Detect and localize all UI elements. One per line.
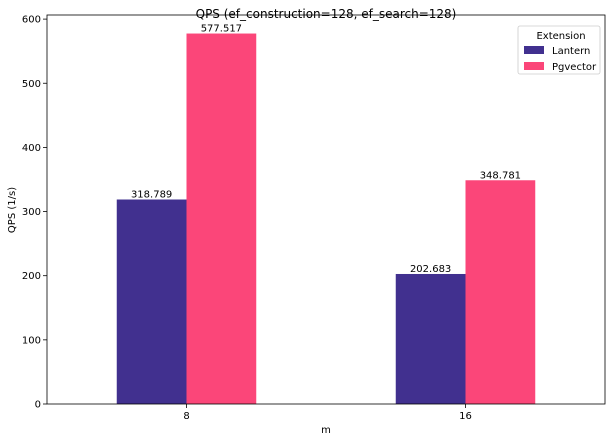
bar-pgvector-8 <box>186 33 257 404</box>
y-tick-label-300: 300 <box>22 207 41 218</box>
data-label-lantern-8: 318.789 <box>131 190 172 201</box>
x-tick-label-8: 8 <box>183 411 189 422</box>
y-axis-label: QPS (1/s) <box>7 187 18 233</box>
data-label-pgvector-16: 348.781 <box>480 170 521 181</box>
y-tick-label-400: 400 <box>22 143 41 154</box>
legend-label-pgvector: Pgvector <box>552 62 597 73</box>
data-label-pgvector-8: 577.517 <box>201 24 242 35</box>
legend-label-lantern: Lantern <box>552 46 590 57</box>
bar-pgvector-16 <box>465 180 536 404</box>
legend: Extension Lantern Pgvector <box>517 25 601 75</box>
plot-area: 318.789 577.517 8 202.683 348.781 16 0 100 200 30… <box>22 15 536 422</box>
y-tick-label-600: 600 <box>22 15 41 26</box>
axes-frame <box>46 14 606 405</box>
data-label-lantern-16: 202.683 <box>410 264 451 275</box>
y-tick-label-200: 200 <box>22 271 41 282</box>
bar-lantern-8 <box>116 199 187 404</box>
x-axis-label: m <box>321 425 331 436</box>
y-tick-label-0: 0 <box>35 400 41 411</box>
legend-swatch-pgvector <box>524 62 544 70</box>
chart-title: QPS (ef_construction=128, ef_search=128) <box>196 7 457 21</box>
bar-lantern-16 <box>395 273 466 404</box>
legend-title: Extension <box>536 31 585 42</box>
legend-swatch-lantern <box>524 46 544 54</box>
y-tick-label-500: 500 <box>22 79 41 90</box>
y-tick-label-100: 100 <box>22 335 41 346</box>
x-tick-label-16: 16 <box>459 411 472 422</box>
